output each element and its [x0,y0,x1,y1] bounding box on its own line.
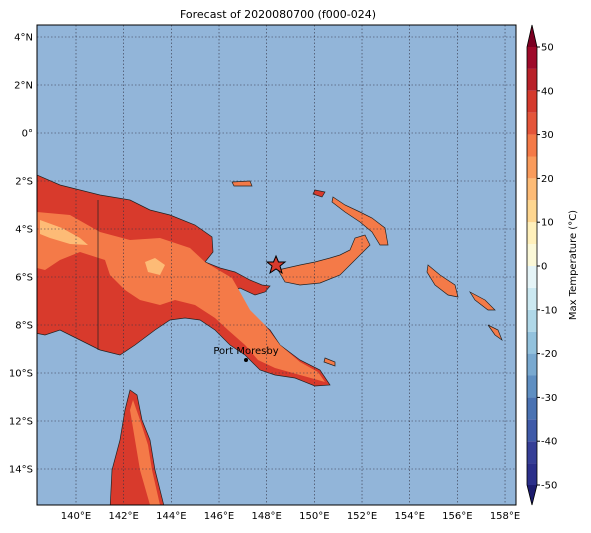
colorbar-band [527,353,537,376]
colorbar-band [527,463,537,485]
colorbar-band [527,375,537,398]
cool-patch [55,278,95,312]
lon-label: 158°E [490,511,520,522]
lon-label: 142°E [108,511,138,522]
lat-label: 4°S [15,225,33,236]
lat-label: 4°N [14,33,33,44]
island [312,189,326,198]
colorbar-tick-label: -20 [541,349,557,360]
lat-label: 14°S [9,465,33,476]
colorbar-tick-label: -10 [541,305,557,316]
lon-label: 144°E [156,511,186,522]
island [323,357,336,367]
colorbar-tick-label: -50 [541,481,557,492]
colorbar-tick-label: 0 [541,262,547,273]
lon-label: 152°E [347,511,377,522]
island [487,324,503,341]
colorbar-tick-label: 40 [541,86,554,97]
colorbar-tick-label: 10 [541,218,554,229]
colorbar-band [527,397,537,420]
lon-label: 140°E [61,511,91,522]
new-ireland [331,196,389,246]
colorbar-label: Max Temperature (°C) [568,210,579,320]
city-dot [244,358,248,362]
bougainville [426,264,459,298]
colorbar-tick-label: 30 [541,130,554,141]
lon-label: 150°E [299,511,329,522]
colorbar-band [527,266,537,288]
lat-label: 10°S [9,369,33,380]
colorbar-band [527,309,537,332]
lon-label: 154°E [394,511,424,522]
lon-label: 148°E [251,511,281,522]
colorbar-band [527,134,537,157]
colorbar-band [527,287,537,310]
lat-label: 2°S [15,177,33,188]
colorbar-band [527,222,537,245]
colorbar-band [527,68,537,91]
colorbar-band [527,112,537,135]
colorbar-band [527,200,537,223]
colorbar-extend [527,25,537,47]
colorbar-band [527,441,537,464]
city-label: Port Moresby [213,346,278,357]
colorbar-tick-label: -30 [541,393,557,404]
lat-label: 8°S [15,321,33,332]
island [469,291,496,311]
colorbar-tick-label: 20 [541,174,554,185]
colorbar-band [527,178,537,201]
lat-label: 0° [22,129,33,140]
colorbar-band [527,47,537,69]
colorbar-band [527,419,537,442]
warm-patch [145,258,165,275]
map-area: Port Moresby [37,25,516,505]
warm-patch [130,400,160,505]
colorbar-extend [527,485,537,505]
manus [231,180,253,187]
map-frame [36,24,517,506]
colorbar-band [527,331,537,354]
star-marker [265,254,287,275]
lon-label: 146°E [204,511,234,522]
lat-label: 2°N [14,81,33,92]
colorbar-tick-label: 50 [541,43,554,54]
colorbar-band [527,156,537,179]
colorbar-band [527,244,537,266]
title: Forecast of 2020080700 (f000-024) [180,8,376,21]
colorbar-band [527,90,537,113]
warm-patch [37,212,325,382]
new-britain [277,234,371,286]
colorbar-tick-label: -40 [541,437,557,448]
lat-label: 12°S [9,417,33,428]
lon-label: 156°E [442,511,472,522]
lat-label: 6°S [15,273,33,284]
